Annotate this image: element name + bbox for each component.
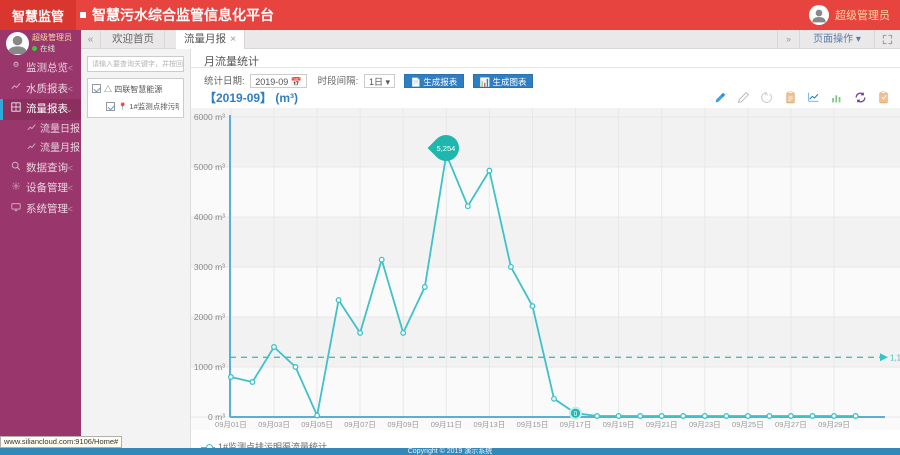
svg-text:09月09日: 09月09日 xyxy=(387,420,419,429)
svg-text:3000 m³: 3000 m³ xyxy=(194,262,225,272)
svg-text:09月23日: 09月23日 xyxy=(689,420,721,429)
svg-text:09月15日: 09月15日 xyxy=(517,420,549,429)
svg-text:09月25日: 09月25日 xyxy=(732,420,764,429)
svg-text:2000 m³: 2000 m³ xyxy=(194,312,225,322)
svg-text:09月19日: 09月19日 xyxy=(603,420,635,429)
svg-text:09月11日: 09月11日 xyxy=(431,420,462,429)
svg-text:09月17日: 09月17日 xyxy=(560,420,592,429)
svg-text:09月27日: 09月27日 xyxy=(775,420,807,429)
svg-text:09月01日: 09月01日 xyxy=(215,420,247,429)
svg-text:09月29日: 09月29日 xyxy=(818,420,850,429)
svg-text:09月05日: 09月05日 xyxy=(301,420,333,429)
svg-text:1000 m³: 1000 m³ xyxy=(194,362,225,372)
svg-text:09月13日: 09月13日 xyxy=(474,420,506,429)
svg-text:09月21日: 09月21日 xyxy=(646,420,678,429)
svg-text:09月03日: 09月03日 xyxy=(258,420,290,429)
svg-text:1,193.43: 1,193.43 xyxy=(890,353,900,362)
svg-text:6000 m³: 6000 m³ xyxy=(194,112,225,122)
svg-text:4000 m³: 4000 m³ xyxy=(194,212,225,222)
svg-text:0: 0 xyxy=(574,411,578,418)
svg-text:09月07日: 09月07日 xyxy=(344,420,376,429)
svg-text:5000 m³: 5000 m³ xyxy=(194,162,225,172)
